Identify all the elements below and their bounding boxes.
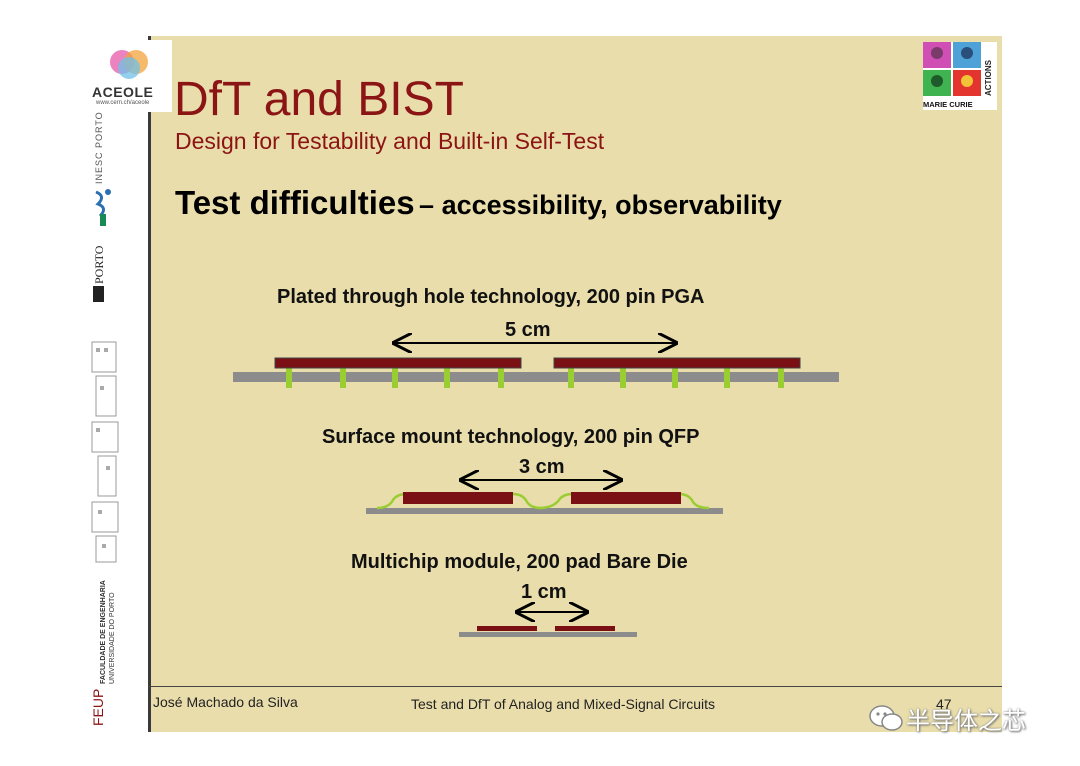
aceole-icon bbox=[110, 50, 148, 79]
heading-main: Test difficulties bbox=[175, 184, 415, 221]
building-illustration bbox=[91, 341, 119, 563]
slide: INESC PORTO PORTO FEUP FACULDADE DE ENGE… bbox=[78, 36, 1002, 732]
footer-page-number: 47 bbox=[936, 696, 952, 712]
watermark-text: 半导体之芯 bbox=[906, 707, 1026, 735]
actions-label: ACTIONS bbox=[984, 60, 993, 96]
section-caption-mcm: Multichip module, 200 pad Bare Die bbox=[351, 551, 688, 573]
section-caption-qfp: Surface mount technology, 200 pin QFP bbox=[322, 426, 700, 448]
section-caption-pga: Plated through hole technology, 200 pin … bbox=[277, 286, 705, 308]
qfp-board bbox=[366, 508, 723, 514]
footer-author: José Machado da Silva bbox=[153, 694, 298, 710]
mcm-die-left bbox=[477, 626, 537, 631]
aceole-label: ACEOLE bbox=[92, 84, 154, 100]
pga-chip-right bbox=[553, 357, 801, 369]
qfp-chip-right bbox=[571, 492, 681, 504]
pga-chip-left bbox=[274, 357, 522, 369]
inesc-bar bbox=[100, 214, 106, 226]
qfp-diagram bbox=[366, 470, 723, 514]
marie-curie-portraits-icon bbox=[923, 42, 981, 96]
pga-diagram bbox=[233, 332, 839, 388]
slide-heading: Test difficulties – accessibility, obser… bbox=[175, 184, 782, 222]
heading-rest: – accessibility, observability bbox=[419, 190, 782, 220]
marie-curie-label: MARIE CURIE bbox=[923, 100, 973, 109]
dimension-label-mcm: 1 cm bbox=[521, 581, 567, 603]
mcm-die-right bbox=[555, 626, 615, 631]
slide-title: DfT and BIST bbox=[174, 73, 464, 126]
wechat-icon bbox=[869, 705, 903, 731]
uporto-box bbox=[93, 286, 104, 302]
footer-divider bbox=[148, 686, 1002, 687]
mcm-board bbox=[459, 632, 637, 637]
footer-course: Test and DfT of Analog and Mixed-Signal … bbox=[411, 696, 716, 712]
aceole-logo: ACEOLE www.cern.ch/aceole bbox=[86, 40, 172, 112]
feup-logo-text: FEUP bbox=[90, 688, 106, 726]
logo-sidebar: INESC PORTO PORTO FEUP FACULDADE DE ENGE… bbox=[78, 36, 151, 732]
slide-subtitle: Design for Testability and Built-in Self… bbox=[175, 128, 605, 154]
pga-pins bbox=[286, 362, 784, 388]
marie-curie-logo: ACTIONS MARIE CURIE bbox=[923, 42, 997, 110]
uporto-label: PORTO bbox=[92, 245, 106, 284]
feup-line1: FACULDADE DE ENGENHARIA bbox=[100, 580, 107, 684]
inesc-label: INESC PORTO bbox=[94, 111, 104, 184]
qfp-chip-left bbox=[403, 492, 513, 504]
inesc-icon bbox=[95, 189, 111, 218]
pga-board bbox=[233, 372, 839, 382]
qfp-leads bbox=[376, 492, 710, 510]
feup-line2: UNIVERSIDADE DO PORTO bbox=[109, 592, 116, 684]
aceole-url: www.cern.ch/aceole bbox=[96, 100, 150, 106]
mcm-diagram bbox=[459, 602, 637, 637]
